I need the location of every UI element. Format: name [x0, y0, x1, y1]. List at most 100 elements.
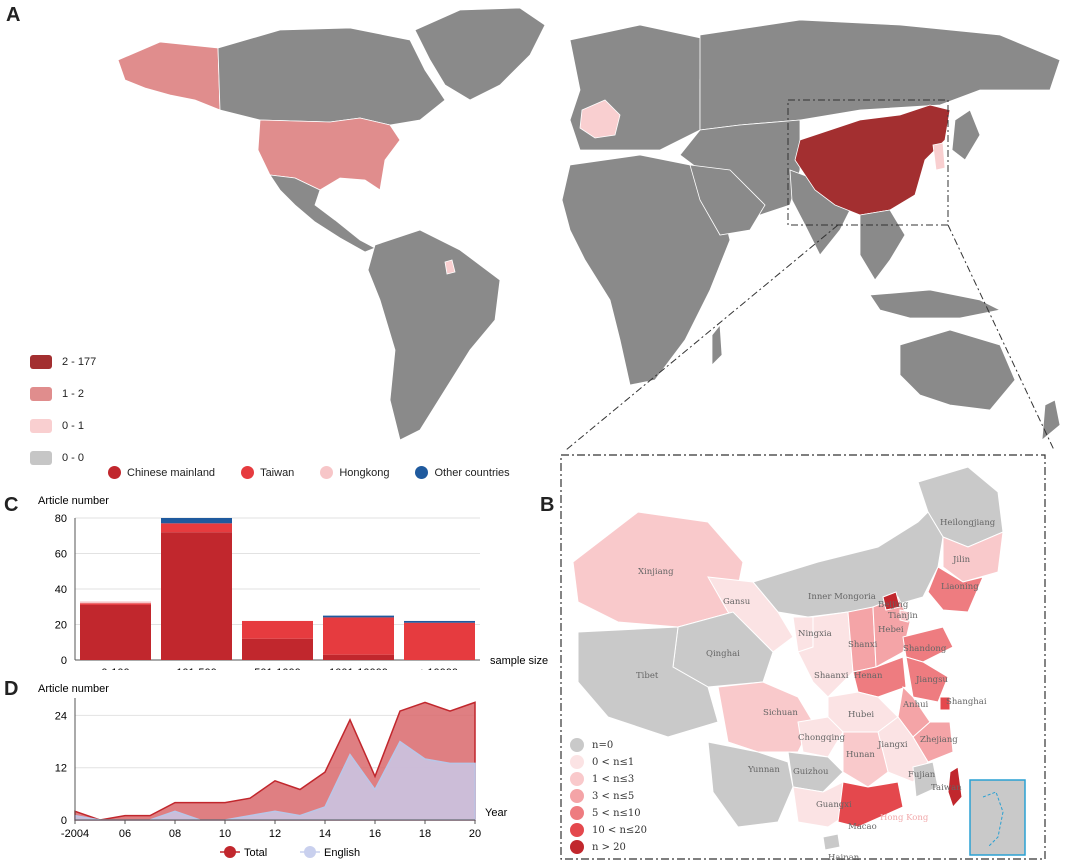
province-tibet	[577, 626, 719, 738]
province-guangdong	[837, 781, 904, 828]
province-fujian	[912, 761, 939, 798]
label-hunan: Hunan	[846, 750, 875, 760]
province-yunnan	[707, 741, 794, 828]
china-legend-dot	[570, 789, 584, 803]
label-tibet: Tibet	[636, 671, 659, 681]
world-legend-label: 2 - 177	[62, 356, 97, 368]
china-legend-dot	[570, 840, 584, 854]
province-liaoning	[927, 566, 984, 613]
x-tick-label: 101-500	[176, 667, 216, 670]
australia-shape	[899, 329, 1016, 411]
label-macao: Macao	[848, 822, 877, 832]
bar-segment	[161, 523, 232, 533]
france-shape	[579, 99, 621, 139]
inset-connector-right	[947, 224, 1055, 450]
sample-size-bar-chart: Article number 0 20 40 60 80 0-100 101-500 501-1…	[38, 495, 548, 670]
guiana-shape	[444, 259, 456, 275]
province-hunan	[842, 731, 889, 788]
bar-segment	[323, 617, 394, 655]
y-tick-label: 0	[61, 655, 67, 667]
province-hainan	[822, 833, 841, 851]
world-map	[117, 7, 1061, 450]
label-jiangsu: Jiangsu	[915, 675, 948, 685]
label-liaoning: Liaoning	[941, 582, 979, 592]
bar-segment	[80, 604, 151, 660]
label-tianjin: Tianjin	[888, 611, 918, 621]
label-hubei: Hubei	[848, 710, 874, 720]
bar-segment	[80, 601, 151, 604]
source-legend-dot	[108, 466, 121, 479]
label-chongqing: Chongqing	[798, 733, 846, 743]
province-beijing	[882, 591, 901, 611]
arabia-shape	[689, 164, 766, 236]
label-henan: Henan	[854, 671, 883, 681]
y-tick-label: 40	[55, 584, 67, 596]
source-legend-dot	[415, 466, 429, 479]
bar-segment	[161, 532, 232, 660]
x-tick-label: 12	[269, 828, 281, 840]
label-shaanxi: Shaanxi	[814, 671, 849, 681]
x-tick-label: 18	[419, 828, 431, 840]
label-shandong: Shandong	[903, 644, 947, 654]
china-legend-dot	[570, 755, 584, 769]
label-jiangxi: Jiangxi	[877, 740, 908, 750]
world-legend-swatch	[30, 387, 52, 401]
world-legend-item: 0 - 0	[30, 451, 84, 465]
label-taiwan: Taiwan	[931, 783, 962, 793]
bar-segment	[404, 620, 475, 623]
x-tick-label: 14	[319, 828, 331, 840]
japan-shape	[951, 109, 981, 161]
bar-segment	[323, 615, 394, 618]
china-legend-item: 0 < n≤1	[570, 755, 634, 769]
label-gansu: Gansu	[723, 597, 751, 607]
korea-shape	[932, 142, 946, 171]
bar-segment	[161, 518, 232, 524]
china-legend-item: 1 < n≤3	[570, 772, 634, 786]
y-tick-label: 24	[55, 710, 67, 722]
se-asia-shape	[859, 209, 906, 281]
china-inset-frame	[787, 99, 949, 226]
world-legend-swatch	[30, 355, 52, 369]
south-china-sea-inset	[969, 779, 1026, 856]
province-tianjin	[899, 609, 911, 623]
world-legend-swatch	[30, 419, 52, 433]
x-tick-label: 06	[119, 828, 131, 840]
y-tick-label: 12	[55, 763, 67, 775]
legend-label: English	[324, 847, 360, 859]
panel-label-b: B	[540, 494, 555, 516]
panel-label-c: C	[4, 494, 19, 516]
source-legend-item: Chinese mainland	[108, 466, 215, 479]
label-ningxia: Ningxia	[798, 629, 832, 639]
label-sichuan: Sichuan	[763, 708, 798, 718]
bar-segment	[323, 654, 394, 660]
source-legend-dot	[320, 466, 334, 479]
label-shanxi: Shanxi	[848, 640, 878, 650]
province-chongqing	[797, 716, 844, 758]
bar-segment	[242, 620, 313, 639]
russia-shape	[699, 19, 1061, 131]
bar-segment	[404, 622, 475, 660]
china-legend-label: 10 < n≤20	[592, 824, 648, 836]
china-legend-label: n=0	[592, 739, 614, 751]
y-tick-label: 20	[55, 620, 67, 632]
label-qinghai: Qinghai	[706, 649, 740, 659]
x-axis-label: Year	[485, 807, 508, 819]
province-taiwan	[947, 766, 963, 808]
source-legend-item: Taiwan	[241, 466, 294, 479]
new-zealand-shape	[1041, 399, 1061, 441]
world-legend-label: 1 - 2	[62, 388, 85, 400]
china-legend-item: 10 < n≤20	[570, 823, 647, 837]
label-guizhou: Guizhou	[793, 767, 829, 777]
source-legend-dot	[241, 466, 255, 479]
china-legend-label: 3 < n≤5	[592, 790, 635, 802]
label-guangxi: Guangxi	[816, 800, 852, 810]
source-legend: Chinese mainland Taiwan Hongkong Other coun…	[108, 466, 510, 479]
china-province-map: Heilongjiang Jilin Liaoning Inner Mongor…	[560, 454, 1046, 862]
x-tick-label: 10	[219, 828, 231, 840]
china-legend-label: 0 < n≤1	[592, 756, 635, 768]
y-tick-label: 80	[55, 513, 67, 525]
label-fujian: Fujian	[908, 770, 936, 780]
province-shandong	[902, 626, 954, 663]
source-legend-label: Hongkong	[339, 466, 390, 479]
province-jiangsu	[905, 656, 949, 703]
